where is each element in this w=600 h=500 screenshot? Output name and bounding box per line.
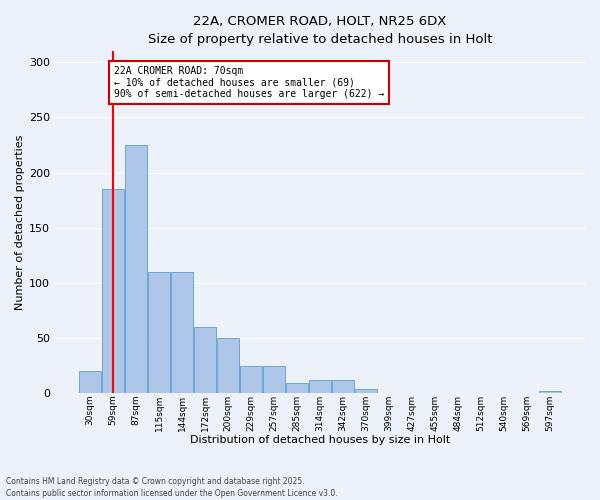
Bar (332, 380, 354, 393)
Bar (309, 380, 331, 393)
Text: Contains HM Land Registry data © Crown copyright and database right 2025.
Contai: Contains HM Land Registry data © Crown c… (6, 476, 338, 498)
Bar (240, 366, 262, 393)
Bar (263, 366, 285, 393)
Bar (194, 327, 216, 393)
Bar (355, 388, 377, 393)
Y-axis label: Number of detached properties: Number of detached properties (15, 134, 25, 310)
Title: 22A, CROMER ROAD, HOLT, NR25 6DX
Size of property relative to detached houses in: 22A, CROMER ROAD, HOLT, NR25 6DX Size of… (148, 15, 493, 46)
Bar (217, 338, 239, 393)
Bar (148, 272, 170, 393)
Bar (539, 391, 561, 393)
X-axis label: Distribution of detached houses by size in Holt: Distribution of detached houses by size … (190, 435, 450, 445)
Bar (125, 145, 147, 393)
Bar (79, 371, 101, 393)
Bar (102, 189, 124, 393)
Text: 22A CROMER ROAD: 70sqm
← 10% of detached houses are smaller (69)
90% of semi-det: 22A CROMER ROAD: 70sqm ← 10% of detached… (114, 66, 385, 99)
Bar (171, 272, 193, 393)
Bar (286, 383, 308, 393)
